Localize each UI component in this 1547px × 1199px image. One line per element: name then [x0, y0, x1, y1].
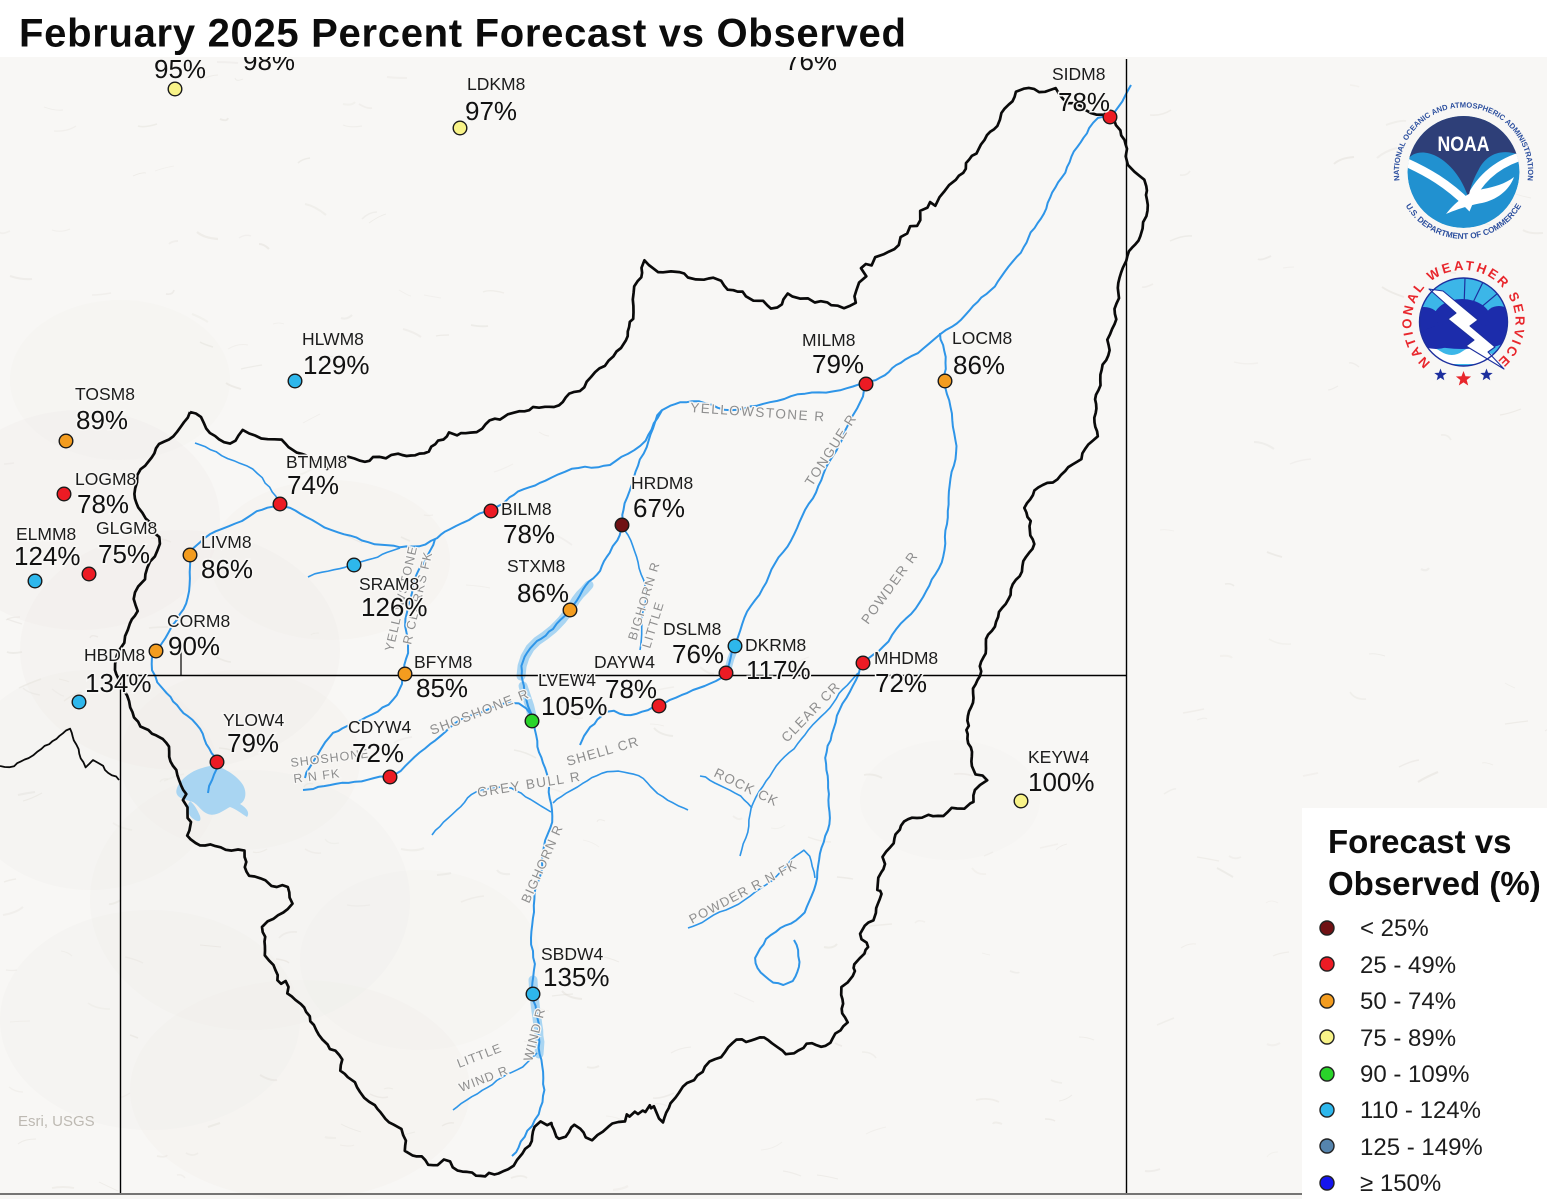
svg-text:78%: 78% [605, 674, 657, 704]
svg-text:BILM8: BILM8 [501, 499, 552, 519]
svg-text:79%: 79% [812, 349, 864, 379]
svg-text:95%: 95% [154, 54, 206, 84]
svg-text:78%: 78% [77, 489, 129, 519]
svg-text:86%: 86% [201, 554, 253, 584]
svg-text:72%: 72% [352, 738, 404, 768]
svg-text:135%: 135% [543, 962, 610, 992]
svg-text:< 25%: < 25% [1360, 915, 1429, 942]
svg-text:ELMM8: ELMM8 [16, 524, 76, 544]
svg-text:SRAM8: SRAM8 [359, 574, 419, 594]
svg-text:75 - 89%: 75 - 89% [1360, 1025, 1456, 1052]
svg-text:75%: 75% [98, 539, 150, 569]
svg-text:Observed (%): Observed (%) [1328, 865, 1541, 902]
svg-text:97%: 97% [465, 96, 517, 126]
svg-text:HBDM8: HBDM8 [84, 645, 145, 665]
svg-text:Esri, USGS: Esri, USGS [18, 1113, 95, 1130]
svg-text:DKRM8: DKRM8 [745, 635, 806, 655]
svg-text:LOGM8: LOGM8 [75, 469, 136, 489]
svg-text:100%: 100% [1028, 767, 1095, 797]
svg-text:HLWM8: HLWM8 [302, 329, 364, 349]
svg-text:90%: 90% [168, 631, 220, 661]
svg-text:KEYW4: KEYW4 [1028, 747, 1090, 767]
svg-text:134%: 134% [85, 668, 152, 698]
svg-text:GLGM8: GLGM8 [96, 518, 157, 538]
svg-text:72%: 72% [875, 668, 927, 698]
svg-text:MHDM8: MHDM8 [874, 648, 938, 668]
svg-text:85%: 85% [416, 673, 468, 703]
svg-text:DSLM8: DSLM8 [663, 619, 721, 639]
svg-text:50 - 74%: 50 - 74% [1360, 988, 1456, 1015]
svg-text:LIVM8: LIVM8 [201, 532, 252, 552]
svg-text:≥ 150%: ≥ 150% [1360, 1170, 1441, 1197]
svg-text:86%: 86% [953, 350, 1005, 380]
svg-text:74%: 74% [287, 470, 339, 500]
svg-text:Forecast vs: Forecast vs [1328, 823, 1511, 860]
svg-text:129%: 129% [303, 350, 370, 380]
svg-text:February 2025 Percent Forecast: February 2025 Percent Forecast vs Observ… [19, 12, 907, 56]
svg-text:126%: 126% [361, 592, 428, 622]
svg-text:SBDW4: SBDW4 [541, 944, 604, 964]
svg-text:NOAA: NOAA [1438, 133, 1490, 156]
svg-text:LVEW4: LVEW4 [538, 670, 596, 690]
svg-text:67%: 67% [633, 493, 685, 523]
svg-text:BFYM8: BFYM8 [414, 652, 472, 672]
svg-text:DAYW4: DAYW4 [594, 652, 655, 672]
svg-text:HRDM8: HRDM8 [631, 473, 693, 493]
svg-text:89%: 89% [76, 405, 128, 435]
svg-text:117%: 117% [746, 655, 811, 685]
svg-text:124%: 124% [14, 541, 81, 571]
svg-text:86%: 86% [517, 578, 569, 608]
svg-text:LDKM8: LDKM8 [467, 74, 525, 94]
svg-text:CORM8: CORM8 [167, 611, 230, 631]
svg-text:76%: 76% [672, 639, 724, 669]
svg-text:79%: 79% [227, 728, 279, 758]
svg-text:110 - 124%: 110 - 124% [1360, 1097, 1481, 1124]
svg-text:YLOW4: YLOW4 [223, 710, 285, 730]
svg-text:SIDM8: SIDM8 [1052, 64, 1105, 84]
svg-text:LOCM8: LOCM8 [952, 328, 1012, 348]
svg-text:STXM8: STXM8 [507, 556, 565, 576]
svg-text:CDYW4: CDYW4 [348, 717, 411, 737]
svg-text:105%: 105% [541, 691, 608, 721]
svg-text:TOSM8: TOSM8 [75, 384, 135, 404]
svg-text:MILM8: MILM8 [802, 330, 855, 350]
svg-text:125 - 149%: 125 - 149% [1360, 1134, 1483, 1161]
svg-text:25 - 49%: 25 - 49% [1360, 952, 1456, 979]
svg-text:78%: 78% [1058, 87, 1110, 117]
svg-text:78%: 78% [503, 519, 555, 549]
svg-text:BTMM8: BTMM8 [286, 452, 347, 472]
svg-text:90 - 109%: 90 - 109% [1360, 1061, 1469, 1088]
